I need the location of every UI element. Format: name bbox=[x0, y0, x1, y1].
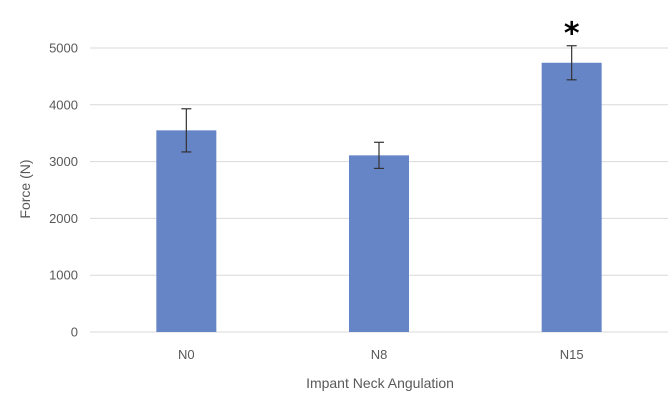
x-axis-title: Impant Neck Angulation bbox=[306, 375, 454, 391]
x-tick-labels: N0 N8 N15 bbox=[178, 347, 584, 362]
bars bbox=[156, 62, 602, 332]
y-tick-label: 4000 bbox=[49, 97, 78, 112]
x-tick-label: N15 bbox=[560, 347, 584, 362]
x-tick-label: N8 bbox=[371, 347, 388, 362]
y-tick-label: 3000 bbox=[49, 154, 78, 169]
error-bar-n15 bbox=[566, 45, 577, 81]
y-tick-label: 5000 bbox=[49, 41, 78, 56]
x-tick-label: N0 bbox=[178, 347, 195, 362]
y-tick-label: 0 bbox=[71, 325, 78, 340]
error-bar-n0 bbox=[181, 108, 192, 153]
error-bars bbox=[181, 45, 577, 170]
y-axis-title: Force (N) bbox=[17, 159, 33, 218]
y-tick-labels: 0 1000 2000 3000 4000 5000 bbox=[49, 41, 78, 340]
bar-n8 bbox=[349, 155, 409, 332]
bar-n15 bbox=[541, 62, 602, 332]
annotations: * bbox=[564, 17, 580, 52]
bar-n0 bbox=[156, 130, 217, 332]
y-tick-label: 2000 bbox=[49, 211, 78, 226]
significance-asterisk: * bbox=[564, 17, 580, 52]
y-tick-label: 1000 bbox=[49, 268, 78, 283]
error-bar-n8 bbox=[374, 141, 384, 170]
